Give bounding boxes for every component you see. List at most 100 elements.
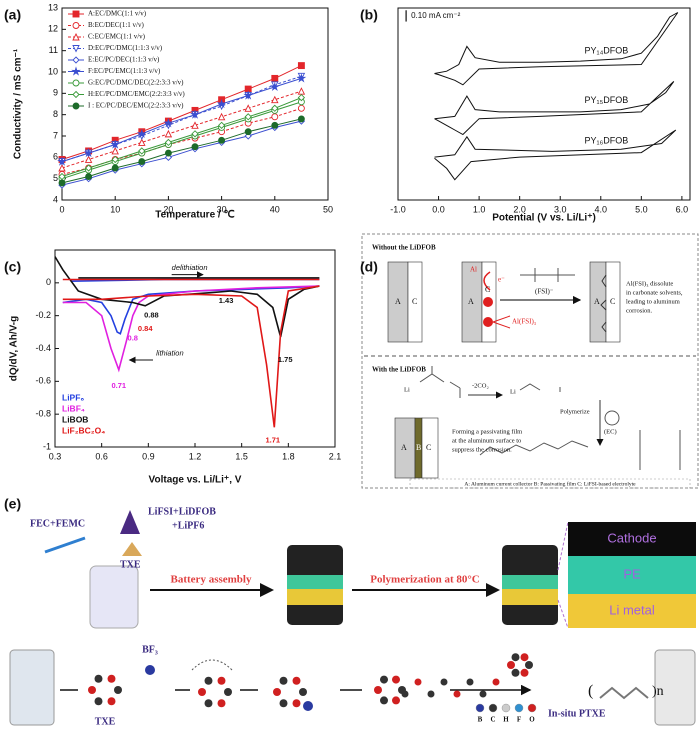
marker bbox=[136, 128, 147, 138]
marker bbox=[269, 81, 280, 92]
marker bbox=[191, 143, 199, 151]
y-tick-label: 7 bbox=[53, 130, 58, 140]
marker bbox=[218, 136, 226, 144]
atom bbox=[392, 696, 400, 705]
layer-label: Li metal bbox=[609, 602, 655, 617]
bracket: )n bbox=[652, 684, 664, 699]
syringe bbox=[44, 536, 86, 554]
label: C bbox=[485, 285, 490, 294]
note: Forming a passivating film bbox=[452, 428, 522, 435]
marker bbox=[244, 104, 252, 112]
atom bbox=[292, 699, 301, 708]
marker bbox=[72, 56, 80, 64]
product: In-situ PTXE bbox=[548, 708, 606, 719]
x-tick-label: 1.8 bbox=[282, 451, 295, 461]
legend-label: F:EC/PC/EMC(1:1:3 v/v) bbox=[88, 67, 161, 75]
atom-swatch bbox=[488, 703, 498, 713]
plot-frame bbox=[61, 7, 329, 201]
y-tick-label: -0.4 bbox=[35, 343, 51, 353]
footer: A: Aluminum current collector B: Passiva… bbox=[464, 480, 636, 487]
atom bbox=[392, 675, 400, 684]
atom-label: H bbox=[503, 716, 509, 724]
atom bbox=[511, 653, 520, 662]
marker bbox=[191, 130, 199, 138]
marker bbox=[271, 121, 279, 129]
annotation: 1.43 bbox=[219, 296, 234, 305]
marker bbox=[217, 112, 226, 121]
title: Without the LiDFOB bbox=[372, 244, 436, 252]
marker bbox=[297, 115, 305, 123]
annotation: 1.71 bbox=[265, 435, 280, 444]
x-tick-label: 50 bbox=[323, 204, 333, 214]
annotation: 0.88 bbox=[144, 311, 159, 320]
atom bbox=[107, 674, 116, 683]
atom bbox=[88, 686, 96, 694]
pits bbox=[600, 274, 607, 333]
y-tick-label: 12 bbox=[48, 24, 58, 34]
salt-pile bbox=[120, 510, 140, 534]
marker bbox=[271, 113, 279, 121]
atom bbox=[525, 661, 533, 669]
marker bbox=[271, 104, 279, 112]
polymer-repeat bbox=[599, 686, 649, 700]
corroded-c bbox=[605, 261, 621, 343]
al-ion bbox=[483, 297, 493, 307]
y-tick-label: 0 bbox=[46, 277, 51, 287]
series-line bbox=[62, 285, 320, 373]
x-tick-label: 0.9 bbox=[142, 451, 155, 461]
marker bbox=[72, 32, 80, 41]
panel-e-text: FEC+FEMC LiFSI+LiDFOB +LiPF6 TXE Battery… bbox=[30, 506, 664, 727]
x-tick-label: 0.0 bbox=[432, 204, 445, 214]
note: leading to aluminum bbox=[626, 298, 680, 305]
marker bbox=[72, 22, 80, 29]
x-tick-label: 1.0 bbox=[473, 204, 486, 214]
y-tick-label: -1 bbox=[43, 441, 51, 451]
panel-label: (d) bbox=[360, 259, 378, 275]
txe: TXE bbox=[120, 559, 141, 570]
atom bbox=[440, 678, 448, 686]
x-tick-label: 30 bbox=[217, 204, 227, 214]
atom-swatch bbox=[475, 703, 485, 713]
txe-pile bbox=[122, 542, 142, 556]
y-tick-label: 13 bbox=[48, 2, 58, 12]
panel-label: (b) bbox=[360, 7, 378, 23]
pointer bbox=[492, 315, 511, 329]
atom bbox=[427, 690, 435, 698]
marker bbox=[72, 90, 80, 99]
legend-label: LiPF₆ bbox=[62, 392, 84, 402]
x-axis-label: Potential (V vs. Li/Li⁺) bbox=[492, 213, 596, 224]
pe-layer bbox=[568, 556, 696, 594]
label: C bbox=[412, 297, 417, 306]
atom bbox=[292, 676, 301, 685]
series-line bbox=[54, 256, 320, 338]
y-tick-label: -0.8 bbox=[35, 409, 51, 419]
label: A bbox=[401, 443, 407, 452]
atom bbox=[107, 697, 116, 706]
series-line bbox=[434, 129, 677, 181]
solvent: FEC+FEMC bbox=[30, 518, 85, 529]
ec-ring bbox=[604, 410, 620, 426]
note: suppress the corrosion. bbox=[452, 446, 512, 453]
ec: (EC) bbox=[604, 428, 617, 435]
li: Li bbox=[510, 388, 516, 395]
atom bbox=[94, 674, 103, 683]
x-tick-label: 20 bbox=[163, 204, 173, 214]
atom bbox=[224, 688, 232, 696]
battery-layer bbox=[287, 575, 343, 589]
atom bbox=[145, 665, 155, 675]
alfsi3: Al(FSI)₃ bbox=[512, 318, 537, 326]
legend-label: B:EC/DEC(1:1 v/v) bbox=[88, 21, 144, 29]
atom bbox=[299, 688, 307, 696]
label: A bbox=[395, 297, 401, 306]
atom bbox=[198, 688, 206, 696]
x-tick-label: 1.5 bbox=[235, 451, 248, 461]
curve-label: PY₁₆DFOB bbox=[585, 136, 629, 146]
fsi: (FSI)⁻ bbox=[535, 288, 554, 296]
electron: e⁻ bbox=[498, 276, 505, 284]
marker bbox=[244, 113, 252, 121]
atom bbox=[414, 678, 422, 686]
marker bbox=[84, 164, 93, 172]
marker bbox=[297, 62, 305, 70]
note: Al(FSI)₃ dissolute bbox=[626, 280, 673, 287]
y-tick-label: 6 bbox=[53, 152, 58, 162]
